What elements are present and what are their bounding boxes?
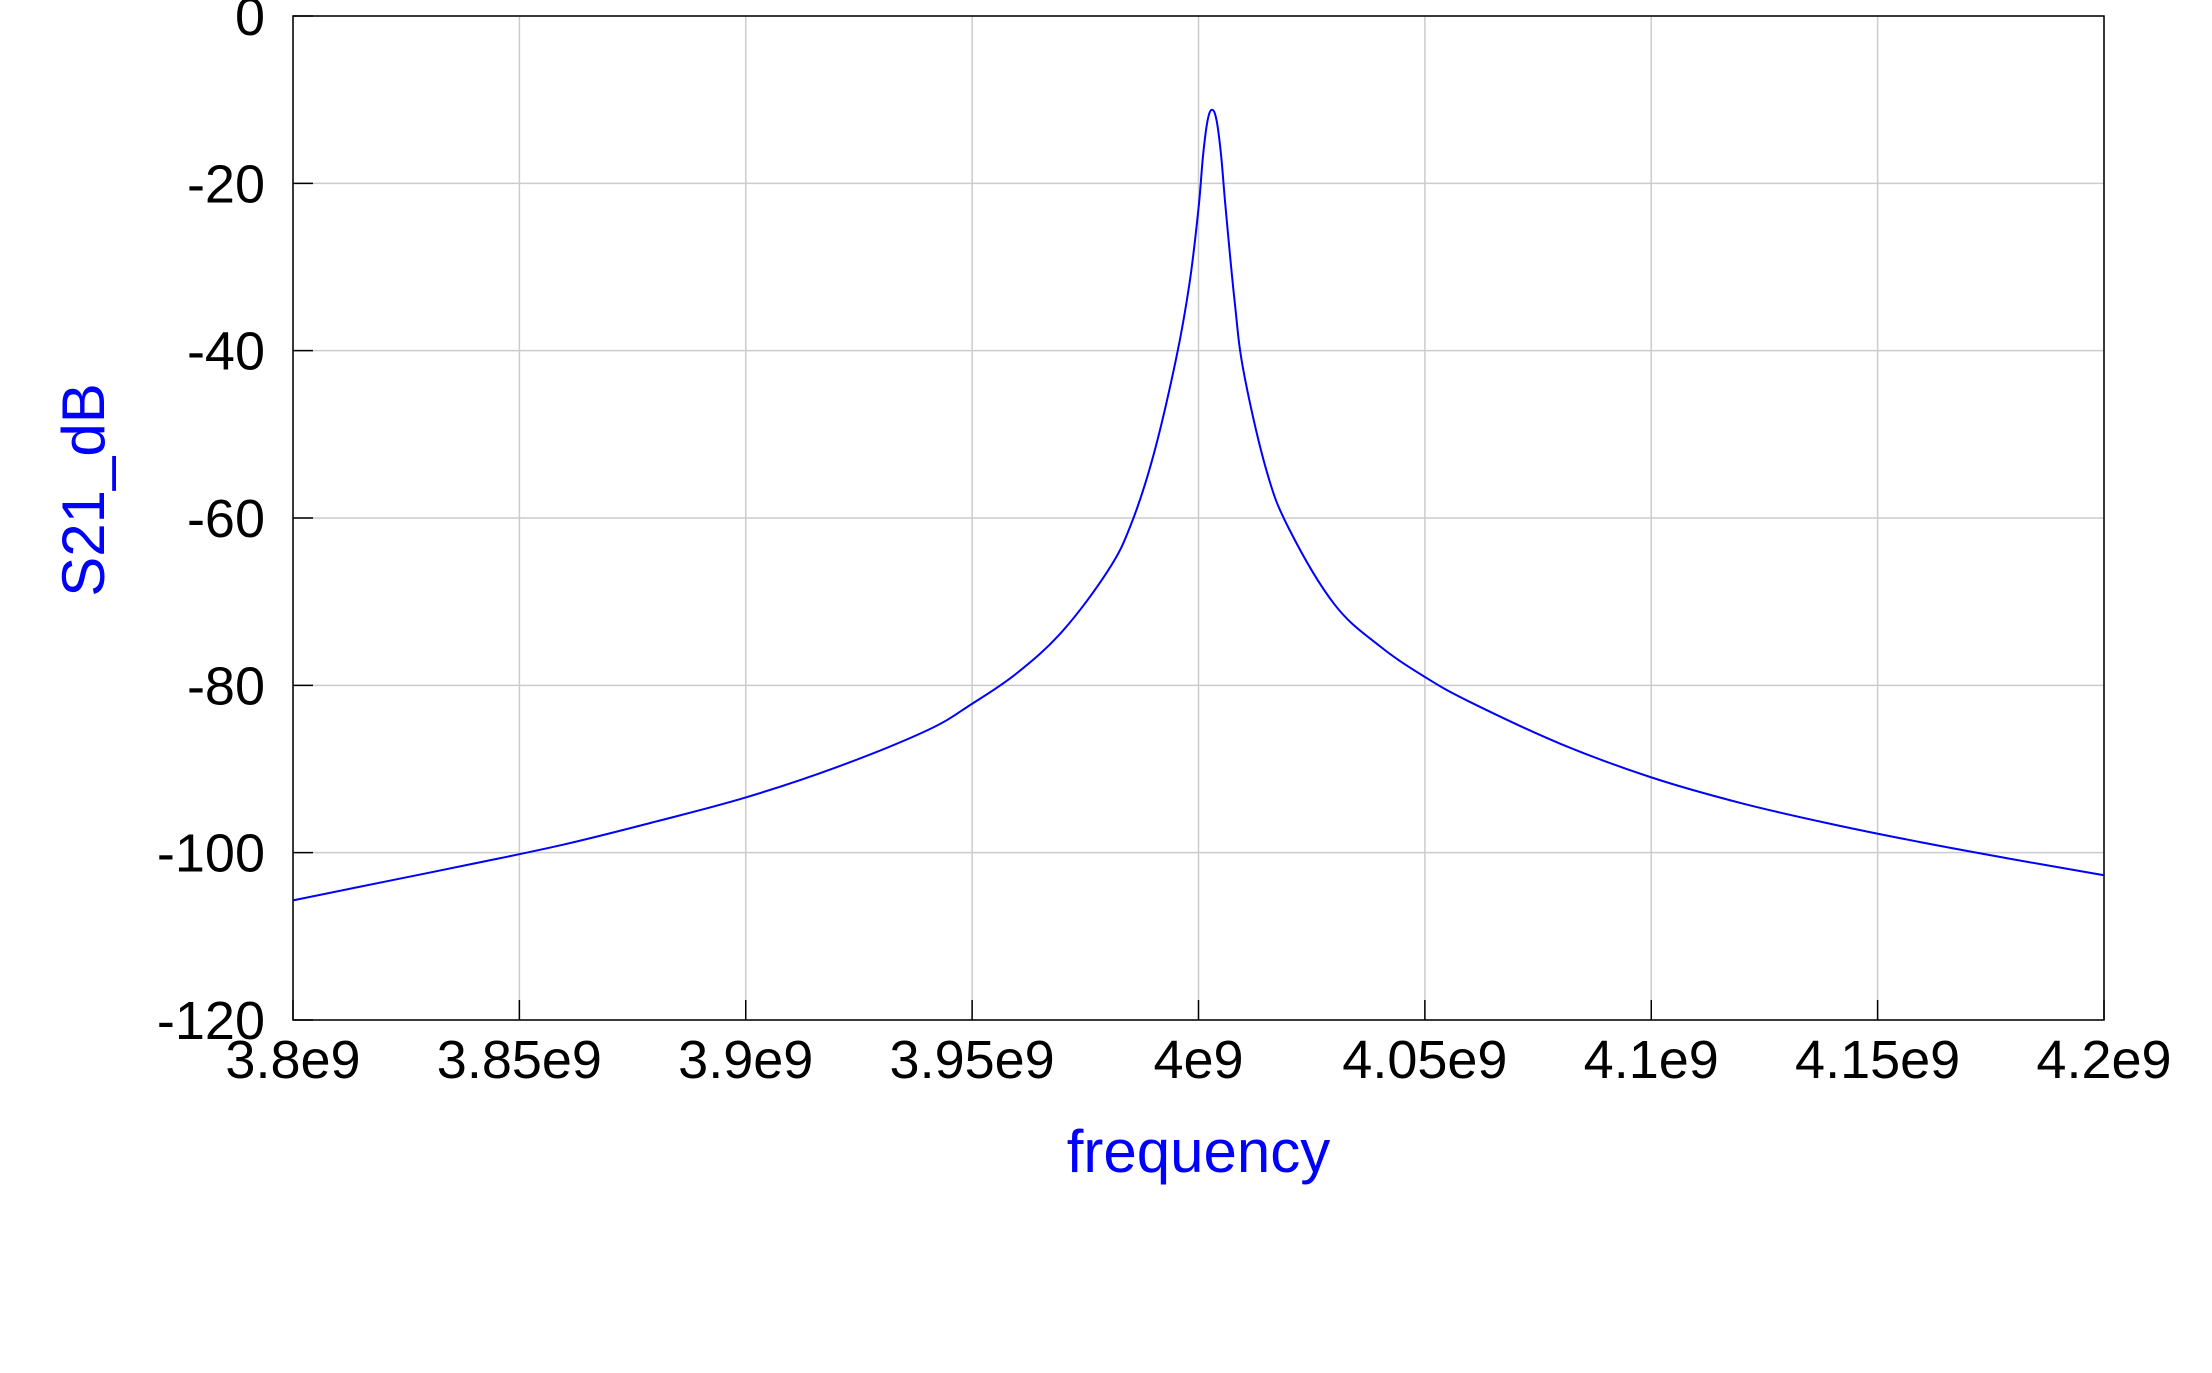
x-tick-label: 3.85e9 (437, 1030, 602, 1090)
x-tick-label: 4.05e9 (1342, 1030, 1507, 1090)
y-tick-label: -100 (157, 824, 265, 884)
y-tick-label: -120 (157, 991, 265, 1051)
series-layer (292, 108, 2105, 902)
x-tick-label: 4.1e9 (1584, 1030, 1719, 1090)
x-tick-label: 3.95e9 (890, 1030, 1055, 1090)
tick-labels: 3.8e9 3.85e9 3.9e9 3.95e9 4e9 4.05e9 4.1e9 4.15… (157, 0, 2172, 1090)
y-tick-label: -20 (187, 154, 265, 214)
y-tick-label: -60 (187, 489, 265, 549)
y-tick-label: -80 (187, 656, 265, 716)
grid (292, 15, 2105, 1021)
y-tick-label: 0 (235, 0, 265, 47)
x-tick-label: 4e9 (1153, 1030, 1243, 1090)
x-tick-label: 4.2e9 (2036, 1030, 2171, 1090)
x-tick-label: 3.9e9 (678, 1030, 813, 1090)
x-tick-label: 4.15e9 (1795, 1030, 1960, 1090)
x-axis-title: frequency (1067, 1118, 1331, 1185)
y-axis-title: S21_dB (50, 383, 117, 597)
y-tick-label: -40 (187, 322, 265, 382)
x-tick-label: 3.8e9 (225, 1030, 360, 1090)
ticks (292, 15, 2105, 1021)
series-line (292, 108, 2105, 902)
